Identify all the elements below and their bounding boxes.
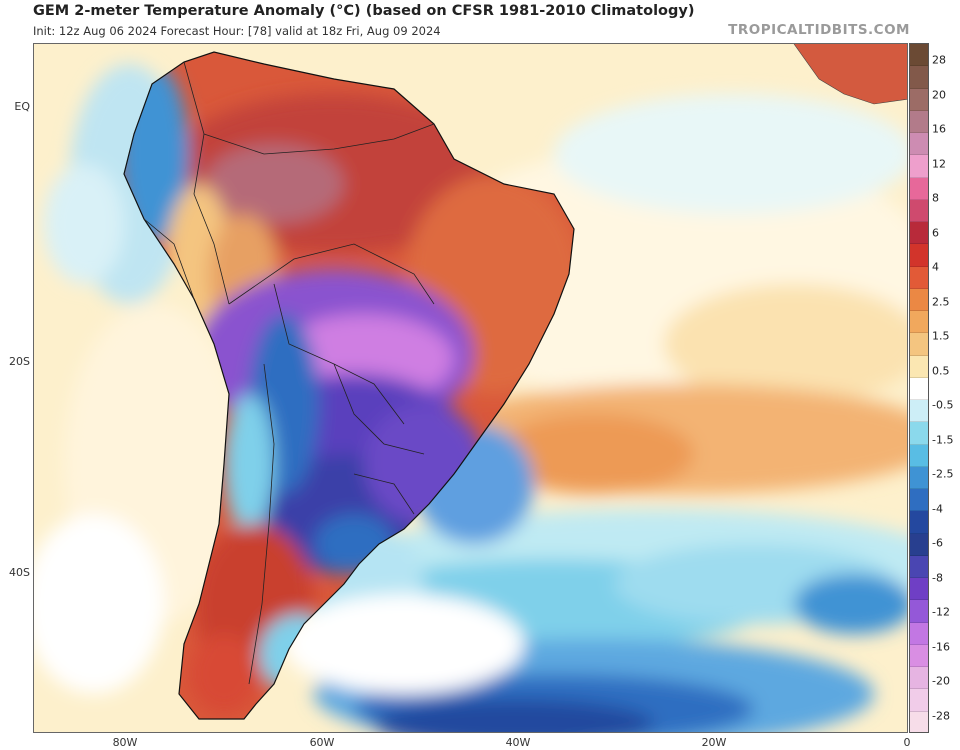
brand-watermark[interactable]: TROPICALTIDBITS.COM: [728, 22, 910, 38]
colorbar-swatch: [910, 288, 928, 312]
colorbar-swatch: [910, 400, 928, 423]
colorbar-swatch: [910, 511, 928, 534]
colorbar-swatch: [910, 444, 928, 467]
colorbar-swatch: [910, 644, 928, 668]
colorbar-swatch: [910, 600, 928, 623]
colorbar-swatch: [910, 377, 928, 401]
colorbar-swatch: [910, 199, 928, 223]
colorbar-swatch: [910, 667, 928, 690]
colorbar-swatch: [910, 533, 928, 556]
colorbar-label: 6: [932, 226, 939, 240]
colorbar-swatch: [910, 110, 928, 134]
africa-coastline: [793, 44, 907, 105]
colorbar-label: 8: [932, 191, 939, 205]
colorbar-swatch: [910, 66, 928, 89]
lon-label-60w: 60W: [309, 736, 335, 749]
lat-label-20s: 20S: [9, 355, 30, 368]
colorbar-swatch: [910, 333, 928, 356]
colorbar-swatch: [910, 555, 928, 579]
colorbar-swatch: [910, 177, 928, 200]
colorbar-swatch: [910, 266, 928, 289]
colorbar-swatch: [910, 88, 928, 111]
colorbar-swatch: [910, 355, 928, 378]
colorbar-swatch: [910, 489, 928, 512]
colorbar-swatch: [910, 222, 928, 245]
colorbar-swatch: [910, 689, 928, 712]
colorbar-swatch: [910, 244, 928, 267]
colorbar-swatch: [910, 422, 928, 445]
colorbar-swatch: [910, 133, 928, 156]
colorbar-label: 2.5: [932, 295, 950, 309]
colorbar-label: -8: [932, 571, 943, 585]
colorbar-swatch: [910, 466, 928, 490]
colorbar-swatch: [910, 44, 928, 67]
chart-subtitle: Init: 12z Aug 06 2024 Forecast Hour: [78…: [33, 24, 441, 38]
lon-label-0: 0: [903, 736, 911, 749]
colorbar-label: -12: [932, 605, 950, 619]
colorbar-swatch: [910, 155, 928, 178]
colorbar-label: -6: [932, 536, 943, 550]
colorbar-label: -0.5: [932, 398, 954, 412]
colorbar: [909, 43, 929, 733]
colorbar-label: 1.5: [932, 329, 950, 343]
colorbar-swatch: [910, 311, 928, 334]
lat-label-40s: 40S: [9, 566, 30, 579]
colorbar-label: -4: [932, 502, 943, 516]
lon-label-80w: 80W: [112, 736, 138, 749]
lon-label-20w: 20W: [701, 736, 727, 749]
lat-label-eq: EQ: [14, 100, 30, 113]
anomaly-map-canvas: [34, 44, 907, 732]
colorbar-swatch: [910, 711, 928, 732]
colorbar-label: 4: [932, 260, 939, 274]
colorbar-swatch: [910, 622, 928, 645]
colorbar-label: 28: [932, 53, 946, 67]
colorbar-swatch: [910, 578, 928, 601]
chart-title: GEM 2-meter Temperature Anomaly (°C) (ba…: [33, 3, 695, 19]
colorbar-label: 0.5: [932, 364, 950, 378]
colorbar-label: -20: [932, 674, 950, 688]
lon-label-40w: 40W: [505, 736, 531, 749]
colorbar-label: -2.5: [932, 467, 954, 481]
country-borders: [143, 61, 435, 685]
south-america-coastline: [123, 51, 575, 720]
africa-landmass: [794, 44, 907, 104]
colorbar-label: 20: [932, 88, 946, 102]
colorbar-label: -1.5: [932, 433, 954, 447]
colorbar-label: -28: [932, 709, 950, 723]
colorbar-label: -16: [932, 640, 950, 654]
colorbar-label: 16: [932, 122, 946, 136]
colorbar-label: 12: [932, 157, 946, 171]
anomaly-map: [33, 43, 908, 733]
